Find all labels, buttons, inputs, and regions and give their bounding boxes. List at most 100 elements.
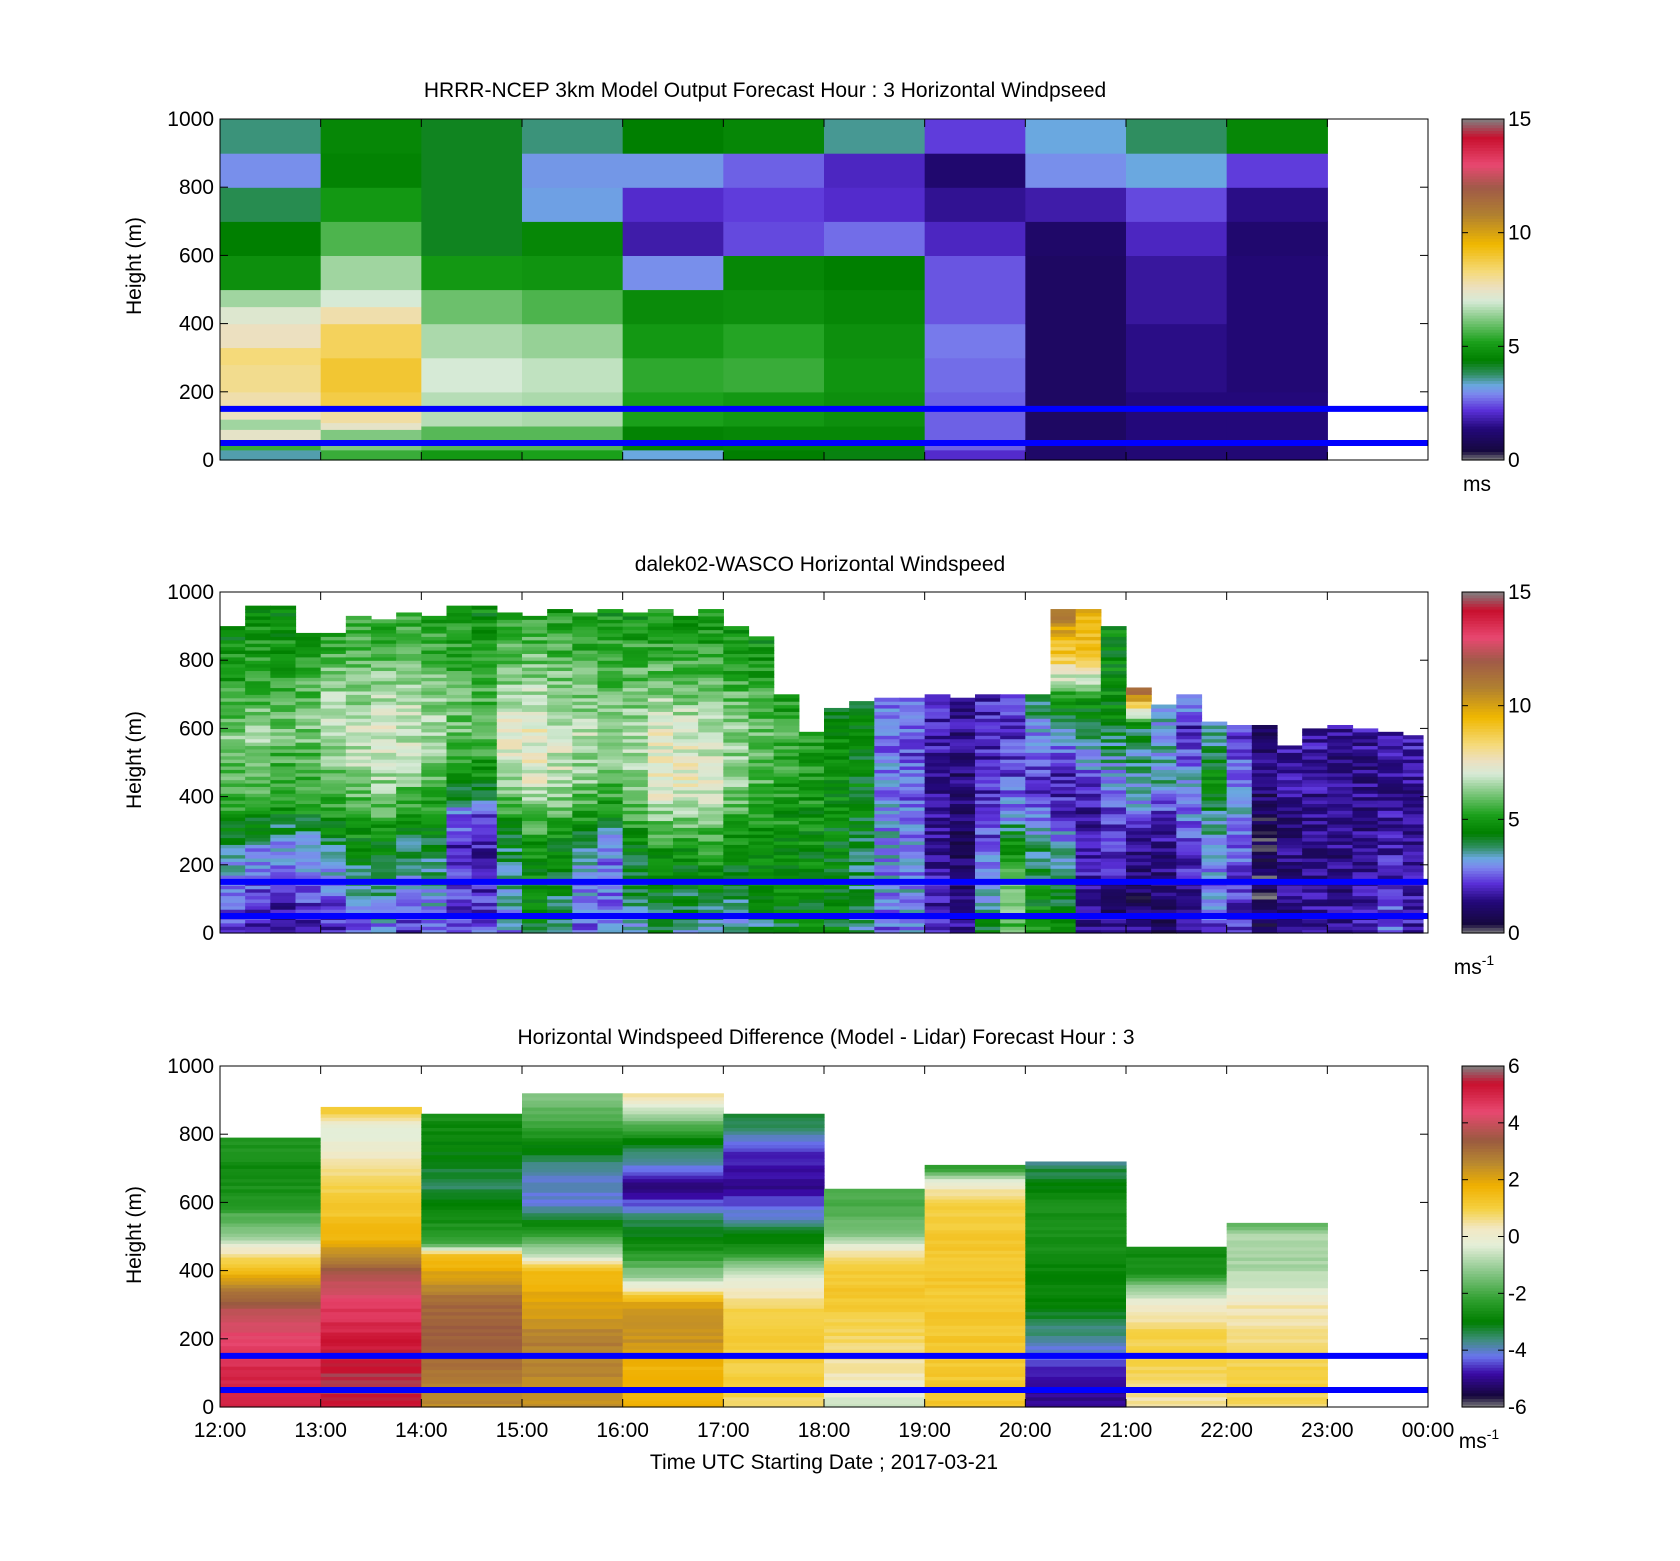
- heatmap-cell: [421, 724, 448, 729]
- heatmap-cell: [320, 1256, 422, 1261]
- heatmap-cell: [1151, 779, 1177, 784]
- heatmap-cell: [773, 718, 800, 723]
- heatmap-cell: [622, 765, 649, 770]
- heatmap-cell: [824, 752, 850, 757]
- heatmap-cell: [622, 854, 649, 859]
- heatmap-cell: [1302, 793, 1328, 798]
- heatmap-cell: [496, 755, 523, 760]
- heatmap-cell: [1377, 765, 1404, 770]
- heatmap-cell: [320, 1366, 422, 1371]
- heatmap-cell: [320, 1393, 422, 1398]
- heatmap-cell: [471, 840, 498, 845]
- heatmap-cell: [496, 820, 523, 825]
- heatmap-cell: [1025, 759, 1052, 764]
- heatmap-cell: [1100, 789, 1127, 794]
- heatmap-cell: [220, 779, 246, 784]
- heatmap-cell: [1000, 752, 1026, 757]
- colorbar-segment: [1462, 830, 1504, 835]
- heatmap-cell: [1176, 806, 1203, 811]
- heatmap-cell: [245, 840, 271, 845]
- colorbar-segment: [1462, 677, 1504, 681]
- colorbar-segment: [1462, 178, 1504, 183]
- heatmap-cell: [622, 1396, 724, 1401]
- heatmap-cell: [496, 649, 523, 654]
- heatmap-cell: [975, 854, 1001, 859]
- heatmap-cell: [1075, 810, 1102, 815]
- heatmap-cell: [345, 793, 372, 798]
- colorbar-segment: [1462, 739, 1504, 744]
- heatmap-cell: [1176, 905, 1203, 910]
- heatmap-cell: [899, 752, 926, 757]
- heatmap-cell: [1327, 789, 1354, 794]
- heatmap-cell: [874, 704, 901, 709]
- heatmap-cell: [496, 844, 523, 849]
- heatmap-cell: [220, 1181, 322, 1186]
- heatmap-cell: [698, 926, 724, 931]
- heatmap-cell: [899, 742, 926, 747]
- heatmap-cell: [1277, 765, 1303, 770]
- heatmap-cell: [522, 871, 548, 876]
- heatmap-cell: [622, 632, 649, 637]
- heatmap-cell: [975, 793, 1001, 798]
- heatmap-cell: [421, 1396, 523, 1401]
- heatmap-cell: [396, 864, 422, 869]
- heatmap-cell: [1327, 772, 1354, 777]
- heatmap-cell: [622, 810, 649, 815]
- heatmap-cell: [1000, 779, 1026, 784]
- heatmap-cell: [270, 752, 297, 757]
- heatmap-cell: [371, 806, 397, 811]
- heatmap-cell: [220, 765, 246, 770]
- colorbar-segment: [1462, 788, 1504, 792]
- heatmap-cell: [421, 762, 448, 767]
- heatmap-cell: [496, 803, 523, 808]
- heatmap-cell: [572, 636, 599, 641]
- heatmap-cell: [1050, 622, 1077, 627]
- heatmap-cell: [295, 840, 322, 845]
- heatmap-cell: [723, 748, 750, 753]
- heatmap-cell: [924, 745, 951, 750]
- heatmap-cell: [320, 422, 422, 430]
- heatmap-cell: [824, 796, 850, 801]
- heatmap-cell: [1126, 789, 1152, 794]
- heatmap-cell: [698, 612, 724, 617]
- heatmap-cell: [698, 731, 724, 736]
- heatmap-cell: [220, 629, 246, 634]
- heatmap-cell: [1050, 731, 1077, 736]
- heatmap-cell: [522, 622, 548, 627]
- heatmap-cell: [396, 871, 422, 876]
- heatmap-cell: [496, 643, 523, 648]
- heatmap-cell: [220, 714, 246, 719]
- heatmap-cell: [522, 796, 548, 801]
- heatmap-cell: [320, 1291, 422, 1296]
- heatmap-cell: [1075, 854, 1102, 859]
- heatmap-cell: [673, 905, 699, 910]
- heatmap-cell: [1226, 834, 1253, 839]
- heatmap-cell: [597, 687, 624, 692]
- heatmap-cell: [320, 289, 422, 308]
- heatmap-cell: [1226, 806, 1253, 811]
- heatmap-cell: [320, 1161, 422, 1166]
- heatmap-cell: [572, 626, 599, 631]
- heatmap-cell: [522, 1147, 624, 1152]
- heatmap-cell: [1402, 840, 1424, 845]
- heatmap-cell: [320, 1212, 422, 1217]
- heatmap-cell: [320, 1359, 422, 1364]
- heatmap-cell: [371, 800, 397, 805]
- heatmap-cell: [295, 643, 322, 648]
- colorbar-segment: [1462, 816, 1504, 820]
- heatmap-cell: [1277, 919, 1303, 924]
- heatmap-cell: [446, 864, 473, 869]
- colorbar-segment: [1462, 827, 1504, 832]
- heatmap-cell: [471, 619, 498, 624]
- heatmap-cell: [421, 1141, 523, 1146]
- heatmap-cell: [522, 1100, 624, 1105]
- heatmap-cell: [622, 796, 649, 801]
- heatmap-cell: [1126, 898, 1152, 903]
- heatmap-cell: [773, 704, 800, 709]
- heatmap-cell: [446, 639, 473, 644]
- heatmap-cell: [1151, 789, 1177, 794]
- heatmap-cell: [396, 643, 422, 648]
- heatmap-cell: [1151, 854, 1177, 859]
- heatmap-cell: [446, 653, 473, 658]
- heatmap-cell: [924, 1294, 1026, 1299]
